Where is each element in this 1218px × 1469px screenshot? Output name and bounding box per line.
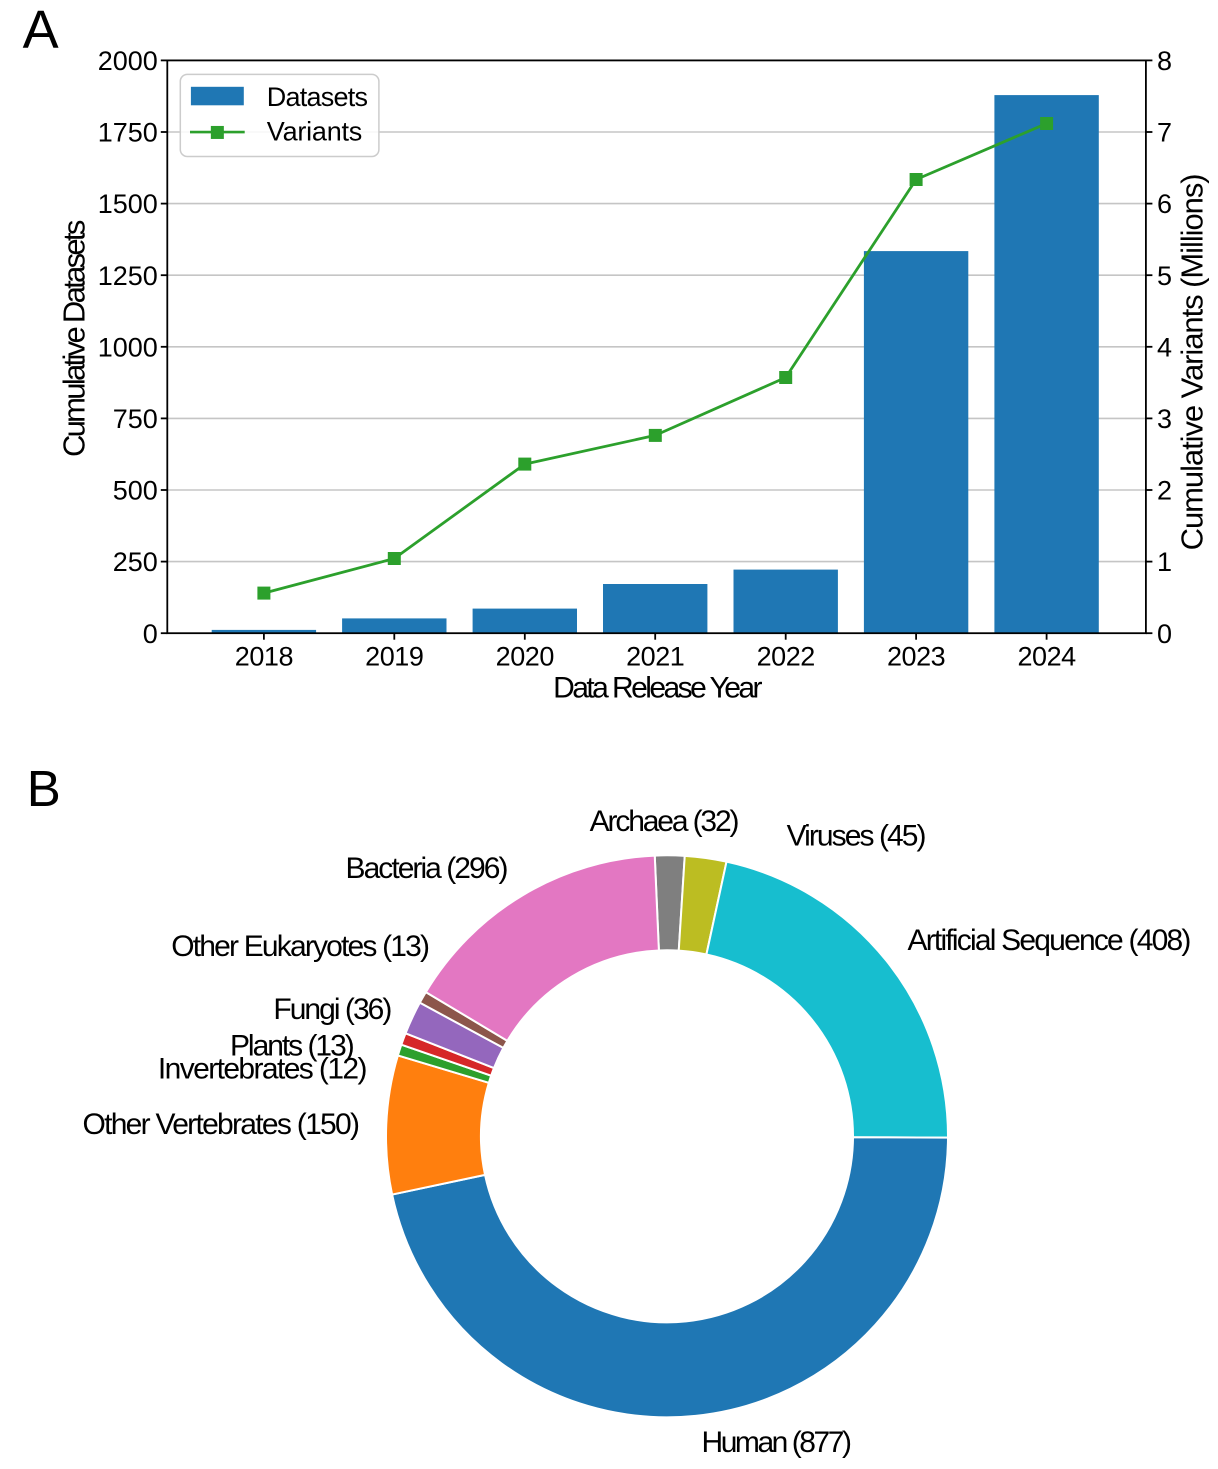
svg-text:250: 250 bbox=[113, 547, 158, 577]
svg-text:1: 1 bbox=[1157, 547, 1172, 577]
svg-text:2018: 2018 bbox=[235, 641, 293, 671]
svg-text:8: 8 bbox=[1157, 46, 1172, 76]
svg-text:2020: 2020 bbox=[496, 641, 554, 671]
svg-text:Other Eukaryotes (13): Other Eukaryotes (13) bbox=[171, 930, 429, 963]
svg-text:1500: 1500 bbox=[98, 189, 158, 219]
svg-text:500: 500 bbox=[113, 476, 158, 506]
svg-text:7: 7 bbox=[1157, 118, 1172, 148]
svg-text:4: 4 bbox=[1157, 332, 1172, 362]
svg-text:A: A bbox=[23, 0, 59, 60]
svg-text:B: B bbox=[27, 760, 61, 817]
svg-text:Cumulative Datasets: Cumulative Datasets bbox=[57, 220, 92, 457]
svg-text:Bacteria (296): Bacteria (296) bbox=[346, 852, 508, 885]
svg-text:0: 0 bbox=[1157, 619, 1172, 649]
svg-text:2019: 2019 bbox=[365, 641, 423, 671]
svg-text:3: 3 bbox=[1157, 404, 1172, 434]
svg-text:Cumulative Variants (Millions): Cumulative Variants (Millions) bbox=[1175, 174, 1210, 550]
svg-text:2000: 2000 bbox=[98, 46, 158, 76]
svg-text:2024: 2024 bbox=[1017, 641, 1076, 671]
svg-text:1250: 1250 bbox=[98, 261, 158, 291]
svg-text:5: 5 bbox=[1157, 261, 1172, 291]
svg-text:Artificial Sequence (408): Artificial Sequence (408) bbox=[908, 924, 1191, 957]
svg-text:2: 2 bbox=[1157, 476, 1172, 506]
svg-text:Fungi (36): Fungi (36) bbox=[273, 993, 391, 1026]
svg-text:Human (877): Human (877) bbox=[701, 1426, 850, 1459]
svg-text:2023: 2023 bbox=[887, 641, 945, 671]
svg-text:Archaea (32): Archaea (32) bbox=[590, 805, 739, 838]
svg-text:Variants: Variants bbox=[267, 117, 362, 147]
svg-text:Viruses (45): Viruses (45) bbox=[787, 819, 926, 852]
svg-text:Data Release Year: Data Release Year bbox=[553, 671, 762, 704]
svg-text:Plants (13): Plants (13) bbox=[230, 1029, 354, 1062]
svg-text:Invertebrates (12): Invertebrates (12) bbox=[158, 1053, 367, 1086]
svg-text:2021: 2021 bbox=[626, 641, 684, 671]
svg-text:1000: 1000 bbox=[98, 332, 158, 362]
svg-text:6: 6 bbox=[1157, 189, 1172, 219]
svg-text:1750: 1750 bbox=[98, 118, 158, 148]
svg-text:750: 750 bbox=[113, 404, 158, 434]
svg-text:0: 0 bbox=[143, 619, 158, 649]
svg-text:Other Vertebrates (150): Other Vertebrates (150) bbox=[82, 1108, 359, 1141]
svg-text:2022: 2022 bbox=[757, 641, 815, 671]
svg-text:Datasets: Datasets bbox=[267, 82, 368, 112]
